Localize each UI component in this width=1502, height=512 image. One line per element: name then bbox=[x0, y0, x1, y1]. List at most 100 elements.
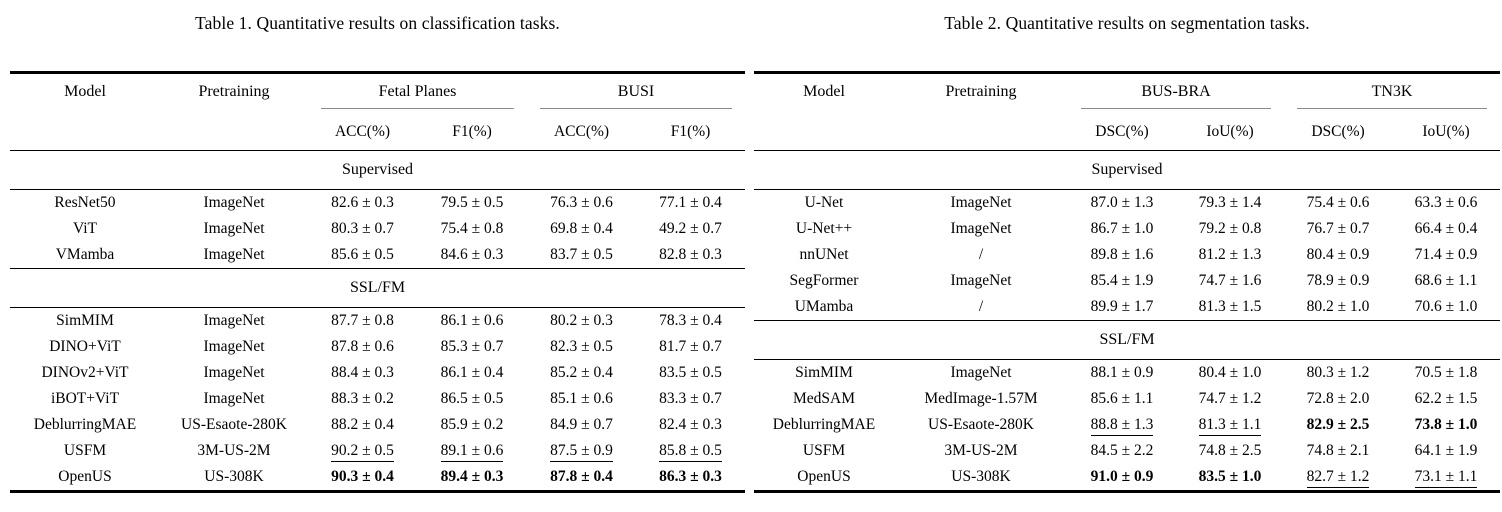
value-cell: 91.0 ± 0.9 bbox=[1090, 468, 1154, 485]
value-cell: 75.4 ± 0.6 bbox=[1306, 194, 1370, 211]
segmentation-table-block: Table 2. Quantitative results on segment… bbox=[754, 0, 1501, 493]
value-cell: 82.9 ± 2.5 bbox=[1306, 416, 1370, 433]
value-cell: 89.4 ± 0.3 bbox=[440, 468, 504, 485]
value-cell: 85.4 ± 1.9 bbox=[1090, 272, 1154, 289]
value-cell: 85.1 ± 0.6 bbox=[550, 390, 613, 407]
model-cell: SimMIM bbox=[56, 312, 114, 329]
table-row: U-Net ImageNet 87.0 ± 1.3 79.3 ± 1.4 75.4 ± … bbox=[754, 190, 1500, 217]
metric-header: F1(%) bbox=[452, 122, 492, 140]
model-cell: DINOv2+ViT bbox=[41, 364, 129, 381]
section-band: SSL/FM bbox=[10, 268, 746, 308]
section-label: Supervised bbox=[754, 150, 1501, 190]
value-cell: 72.8 ± 2.0 bbox=[1306, 390, 1370, 407]
table-row: USFM 3M-US-2M 90.2 ± 0.5 89.1 ± 0.6 87.5 ± 0… bbox=[10, 438, 745, 464]
value-cell: 78.3 ± 0.4 bbox=[659, 312, 722, 329]
table2-header: Model Pretraining BUS-BRA TN3K DSC(%) Io… bbox=[754, 73, 1500, 151]
metric-header: IoU(%) bbox=[1206, 122, 1254, 140]
model-cell: USFM bbox=[63, 442, 107, 459]
dataset-group-label: Fetal Planes bbox=[321, 81, 515, 109]
model-cell: USFM bbox=[802, 442, 846, 459]
value-cell: 79.3 ± 1.4 bbox=[1198, 194, 1262, 211]
metric-header: F1(%) bbox=[670, 122, 711, 140]
model-cell: SimMIM bbox=[795, 364, 853, 381]
value-cell: 75.4 ± 0.8 bbox=[440, 220, 504, 237]
model-cell: ResNet50 bbox=[54, 194, 116, 211]
table1-header: Model Pretraining Fetal Planes BUSI ACC(… bbox=[10, 73, 745, 151]
value-cell: 85.9 ± 0.2 bbox=[440, 416, 504, 433]
pretraining-cell: / bbox=[978, 246, 984, 263]
value-cell: 87.8 ± 0.6 bbox=[331, 338, 394, 355]
pretraining-cell: ImageNet bbox=[950, 220, 1012, 237]
pretraining-cell: ImageNet bbox=[203, 246, 265, 263]
value-cell: 85.8 ± 0.5 bbox=[636, 438, 745, 464]
value-cell: 70.5 ± 1.8 bbox=[1414, 364, 1478, 381]
value-cell: 89.9 ± 1.7 bbox=[1090, 298, 1154, 315]
pretraining-cell: US-308K bbox=[951, 468, 1011, 485]
value-cell: 81.3 ± 1.1 bbox=[1176, 412, 1284, 438]
pretraining-cell: ImageNet bbox=[203, 338, 265, 355]
value-cell: 66.4 ± 0.4 bbox=[1414, 220, 1478, 237]
table-row: OpenUS US-308K 91.0 ± 0.9 83.5 ± 1.0 82.7 ± … bbox=[754, 464, 1500, 492]
value-cell: 86.7 ± 1.0 bbox=[1090, 220, 1154, 237]
pretraining-cell: ImageNet bbox=[950, 272, 1012, 289]
pretraining-cell: 3M-US-2M bbox=[944, 442, 1018, 459]
pretraining-cell: 3M-US-2M bbox=[197, 442, 271, 459]
value-cell: 81.2 ± 1.3 bbox=[1198, 246, 1262, 263]
value-cell: 69.8 ± 0.4 bbox=[550, 220, 613, 237]
table-row: SimMIM ImageNet 87.7 ± 0.8 86.1 ± 0.6 80.2 ±… bbox=[10, 308, 745, 335]
pretraining-cell: ImageNet bbox=[203, 390, 265, 407]
table1-body: Supervised ResNet50 ImageNet 82.6 ± 0.3 79.5… bbox=[10, 150, 746, 492]
dataset-group-header: BUS-BRA bbox=[1068, 73, 1284, 114]
section-label: SSL/FM bbox=[754, 320, 1501, 360]
model-cell: DeblurringMAE bbox=[772, 416, 876, 433]
value-cell: 90.2 ± 0.5 bbox=[308, 438, 417, 464]
table-row: U-Net++ ImageNet 86.7 ± 1.0 79.2 ± 0.8 76.7 … bbox=[754, 216, 1500, 242]
pretraining-cell: ImageNet bbox=[950, 364, 1012, 381]
value-cell: 77.1 ± 0.4 bbox=[659, 194, 722, 211]
table-row: ResNet50 ImageNet 82.6 ± 0.3 79.5 ± 0.5 76.3… bbox=[10, 190, 745, 217]
value-cell: 86.5 ± 0.5 bbox=[440, 390, 504, 407]
value-cell: 90.3 ± 0.4 bbox=[331, 468, 394, 485]
value-cell: 84.9 ± 0.7 bbox=[550, 416, 613, 433]
value-cell: 80.4 ± 0.9 bbox=[1306, 246, 1370, 263]
segmentation-results-table: Model Pretraining BUS-BRA TN3K DSC(%) Io… bbox=[754, 71, 1501, 493]
value-cell: 86.1 ± 0.6 bbox=[440, 312, 504, 329]
value-cell: 88.2 ± 0.4 bbox=[331, 416, 394, 433]
underlined-value: 82.7 ± 1.2 bbox=[1306, 467, 1370, 488]
value-cell: 85.6 ± 0.5 bbox=[331, 246, 394, 263]
table1-caption: Table 1. Quantitative results on classif… bbox=[195, 13, 560, 33]
value-cell: 78.9 ± 0.9 bbox=[1306, 272, 1370, 289]
value-cell: 73.1 ± 1.1 bbox=[1392, 464, 1500, 492]
value-cell: 74.7 ± 1.6 bbox=[1198, 272, 1262, 289]
model-cell: iBOT+ViT bbox=[50, 390, 120, 407]
value-cell: 88.8 ± 1.3 bbox=[1068, 412, 1176, 438]
value-cell: 79.2 ± 0.8 bbox=[1198, 220, 1262, 237]
underlined-value: 87.5 ± 0.9 bbox=[550, 441, 613, 462]
metric-header: ACC(%) bbox=[334, 122, 391, 140]
value-cell: 81.3 ± 1.5 bbox=[1198, 298, 1262, 315]
model-cell: nnUNet bbox=[799, 246, 849, 263]
table-row: ViT ImageNet 80.3 ± 0.7 75.4 ± 0.8 69.8 ± 0.… bbox=[10, 216, 745, 242]
value-cell: 82.8 ± 0.3 bbox=[659, 246, 722, 263]
value-cell: 79.5 ± 0.5 bbox=[440, 194, 504, 211]
model-cell: UMamba bbox=[794, 298, 854, 315]
table-row: USFM 3M-US-2M 84.5 ± 2.2 74.8 ± 2.5 74.8 ± 2… bbox=[754, 438, 1500, 464]
value-cell: 84.5 ± 2.2 bbox=[1090, 442, 1154, 459]
value-cell: 85.3 ± 0.7 bbox=[440, 338, 504, 355]
table-row: iBOT+ViT ImageNet 88.3 ± 0.2 86.5 ± 0.5 85.1… bbox=[10, 386, 745, 412]
value-cell: 70.6 ± 1.0 bbox=[1414, 298, 1478, 315]
model-cell: OpenUS bbox=[797, 468, 851, 485]
metric-header: ACC(%) bbox=[553, 122, 610, 140]
value-cell: 82.4 ± 0.3 bbox=[659, 416, 722, 433]
value-cell: 87.7 ± 0.8 bbox=[331, 312, 394, 329]
column-header-pretraining: Pretraining bbox=[945, 83, 1017, 100]
table-row: SimMIM ImageNet 88.1 ± 0.9 80.4 ± 1.0 80.3 ±… bbox=[754, 360, 1500, 387]
pretraining-cell: US-308K bbox=[204, 468, 264, 485]
value-cell: 73.8 ± 1.0 bbox=[1414, 416, 1478, 433]
page: Table 1. Quantitative results on classif… bbox=[10, 0, 1501, 493]
dataset-group-label: BUS-BRA bbox=[1081, 81, 1272, 109]
value-cell: 62.2 ± 1.5 bbox=[1414, 390, 1478, 407]
underlined-value: 89.1 ± 0.6 bbox=[440, 441, 504, 462]
classification-table-block: Table 1. Quantitative results on classif… bbox=[10, 0, 746, 493]
value-cell: 82.7 ± 1.2 bbox=[1284, 464, 1392, 492]
